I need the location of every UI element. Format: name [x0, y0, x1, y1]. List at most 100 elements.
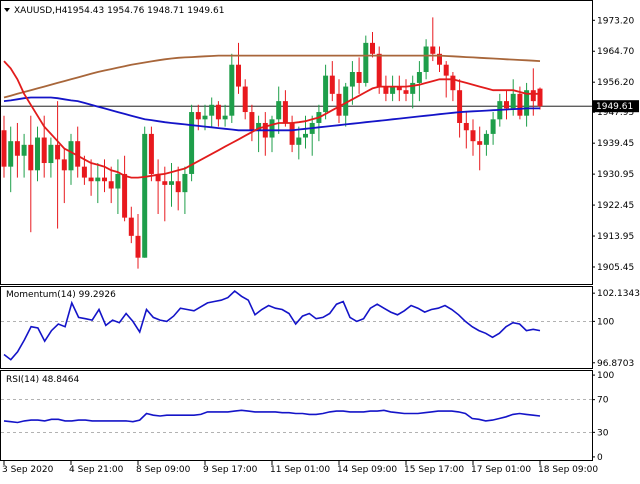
candle-bullish: [115, 173, 121, 189]
momentum-tick-label: 100: [597, 317, 614, 327]
rsi-panel-frame: [0, 370, 593, 461]
candle-bearish: [370, 42, 375, 54]
rsi-tick-label: 100: [597, 371, 614, 381]
candle-bullish: [343, 86, 349, 116]
candle-bearish: [437, 53, 442, 65]
candle-bullish: [363, 42, 369, 83]
candle-bullish: [510, 93, 516, 109]
candle-bullish: [222, 115, 228, 120]
candle-bullish: [182, 173, 188, 193]
candle-bearish: [450, 75, 456, 91]
candle-bearish: [356, 72, 362, 83]
candle-bearish: [336, 93, 342, 116]
current-price-label: 1949.61: [596, 102, 633, 112]
candle-bullish: [202, 115, 208, 120]
candle-bullish: [296, 137, 302, 145]
candle-bearish: [403, 90, 409, 94]
momentum-title: Momentum(14) 99.2926: [6, 290, 116, 300]
price-tick-label: 1947.95: [597, 108, 634, 118]
rsi-tick-label: 0: [597, 453, 603, 463]
candle-bearish: [155, 173, 161, 182]
candle-bearish: [443, 64, 449, 76]
candle-bullish: [229, 64, 235, 116]
candle-bearish: [61, 159, 67, 171]
rsi-panel: [1, 399, 592, 433]
candle-bearish: [88, 177, 94, 182]
candle-bullish: [68, 141, 74, 171]
price-panel: [1, 17, 592, 269]
candle-bearish: [81, 166, 87, 178]
candle-bullish: [349, 72, 355, 87]
candle-bearish: [135, 235, 141, 258]
candle-bullish: [303, 133, 308, 138]
candle-bearish: [28, 144, 34, 171]
rsi-title: RSI(14) 48.8464: [6, 375, 79, 385]
current-price-badge: [593, 100, 639, 113]
candle-bearish: [530, 90, 536, 102]
price-tick-label: 1956.20: [597, 78, 634, 88]
collapse-triangle-icon[interactable]: [4, 8, 10, 12]
momentum-line: [3, 289, 541, 361]
price-tick-label: 1922.45: [597, 201, 634, 211]
candle-bearish: [128, 217, 134, 236]
candle-bearish: [376, 53, 382, 87]
time-tick-label: 3 Sep 2020: [2, 465, 54, 475]
rsi-tick-label: 70: [597, 396, 609, 406]
momentum-tick-label: 102.1343: [597, 289, 640, 299]
candle-bearish: [470, 130, 476, 142]
momentum-tick-label: 96.8703: [597, 359, 634, 369]
rsi-tick-label: 30: [597, 428, 609, 438]
candle-bullish: [390, 86, 396, 94]
price-tick-label: 1964.70: [597, 47, 634, 57]
candle-bullish: [410, 82, 416, 94]
candle-bearish: [108, 181, 114, 189]
candle-bearish: [289, 122, 295, 145]
price-tick-label: 1913.95: [597, 232, 634, 242]
candle-bearish: [242, 86, 248, 113]
candle-bearish: [102, 177, 107, 182]
moving-average-fast-line: [3, 60, 540, 179]
candle-bullish: [48, 144, 54, 164]
candle-bearish: [215, 104, 221, 120]
candle-bullish: [483, 133, 489, 145]
candle-bullish: [423, 46, 429, 72]
candle-bullish: [269, 119, 275, 138]
candle-bearish: [55, 144, 61, 160]
price-tick-label: 1939.45: [597, 139, 634, 149]
price-tick-label: 1930.95: [597, 170, 634, 180]
time-tick-label: 18 Sep 09:00: [538, 465, 598, 475]
time-tick-label: 17 Sep 01:00: [471, 465, 531, 475]
candle-bearish: [122, 173, 128, 218]
candle-bullish: [276, 101, 282, 120]
candle-bearish: [162, 181, 168, 185]
candle-bullish: [21, 144, 27, 156]
moving-average-slow-line: [3, 54, 541, 99]
candle-bullish: [95, 177, 101, 182]
time-tick-label: 9 Sep 17:00: [203, 465, 258, 475]
momentum-panel-frame: [0, 286, 593, 369]
candle-bearish: [175, 181, 181, 193]
candle-bullish: [209, 104, 215, 116]
price-tick-label: 1973.20: [597, 16, 634, 26]
axis-labels: 1905.45 1913.95 1922.45 1930.95 1939.45 1947.…: [2, 16, 640, 475]
rsi-line: [3, 409, 541, 424]
candle-bearish: [195, 112, 201, 120]
candle-bullish: [35, 137, 40, 171]
price-tick-label: 1905.45: [597, 263, 634, 273]
candle-bearish: [477, 141, 483, 145]
candle-bullish: [142, 133, 148, 258]
candle-bearish: [41, 137, 47, 164]
time-tick-label: 11 Sep 01:00: [270, 465, 330, 475]
candle-bullish: [169, 181, 174, 185]
candle-bearish: [383, 86, 389, 94]
candle-bearish: [148, 133, 154, 174]
candle-bearish: [14, 141, 20, 156]
candle-bearish: [463, 122, 469, 131]
moving-average-mid-line: [3, 96, 540, 132]
candle-bearish: [396, 86, 402, 91]
symbol-label: XAUUSD,H4: [14, 6, 68, 16]
candle-bullish: [8, 141, 14, 167]
candle-bearish: [249, 112, 255, 131]
